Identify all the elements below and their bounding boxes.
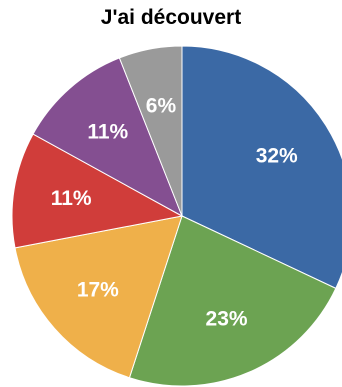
pie-slice-4 [32, 57, 183, 218]
pie-slice-label-1: 23% [206, 307, 248, 330]
pie-slice-label-3: 11% [51, 187, 92, 210]
pie-slice-label-5: 6% [146, 94, 177, 117]
pie-labels: 32% 23% 17% 11% 11% 6% [51, 94, 298, 330]
pie-slice-label-0: 32% [256, 144, 298, 167]
pie-slice-0 [181, 45, 342, 290]
pie-slice-label-4: 11% [87, 120, 128, 143]
pie-slice-2 [14, 215, 183, 379]
pie-slice-label-2: 17% [77, 279, 119, 302]
pie-slice-3 [11, 133, 184, 249]
chart-title: J'ai découvert [100, 6, 242, 29]
pie-slice-1 [128, 215, 337, 387]
pie-slices [11, 45, 342, 387]
pie-slice-5 [118, 45, 183, 217]
